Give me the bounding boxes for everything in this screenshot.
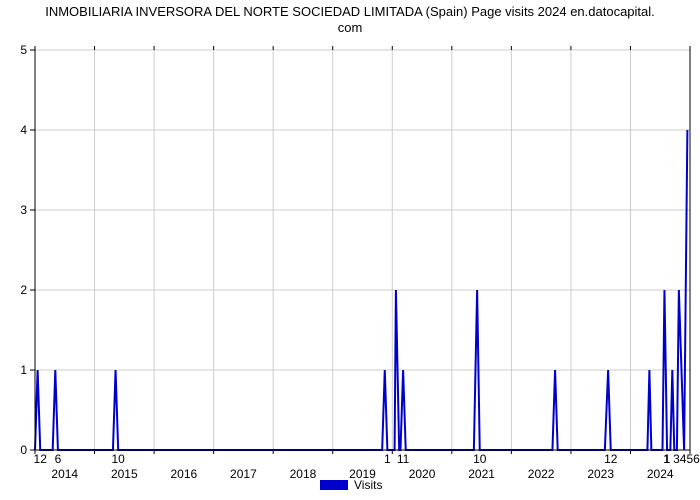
point-value-label: 10: [112, 452, 126, 466]
point-value-label: 11: [397, 452, 410, 466]
x-year-label: 2014: [51, 467, 78, 481]
x-year-label: 2017: [230, 467, 257, 481]
legend-swatch: [320, 480, 348, 490]
point-value-label: 10: [473, 452, 487, 466]
x-year-label: 2015: [111, 467, 138, 481]
point-value-label: 6: [55, 452, 62, 466]
x-year-label: 2016: [171, 467, 198, 481]
y-tick-label: 2: [20, 283, 27, 297]
x-year-label: 2018: [290, 467, 317, 481]
x-year-label: 2022: [528, 467, 555, 481]
y-tick-label: 5: [20, 43, 27, 57]
y-tick-label: 0: [20, 443, 27, 457]
point-value-label: 1: [384, 452, 391, 466]
y-tick-label: 3: [20, 203, 27, 217]
chart-title-line1: INMOBILIARIA INVERSORA DEL NORTE SOCIEDA…: [45, 4, 655, 19]
chart-title-line2: com: [338, 20, 363, 35]
x-year-label: 2020: [409, 467, 436, 481]
point-value-label: 1 3456: [663, 452, 700, 466]
legend-label: Visits: [354, 478, 382, 492]
y-tick-label: 1: [20, 363, 27, 377]
x-year-label: 2021: [468, 467, 495, 481]
point-value-label: 12: [34, 452, 48, 466]
x-year-label: 2023: [587, 467, 614, 481]
y-tick-label: 4: [20, 123, 27, 137]
point-value-label: 12: [604, 452, 618, 466]
chart-container: INMOBILIARIA INVERSORA DEL NORTE SOCIEDA…: [0, 0, 700, 500]
x-year-label: 2024: [647, 467, 674, 481]
visits-line-chart: INMOBILIARIA INVERSORA DEL NORTE SOCIEDA…: [0, 0, 700, 500]
